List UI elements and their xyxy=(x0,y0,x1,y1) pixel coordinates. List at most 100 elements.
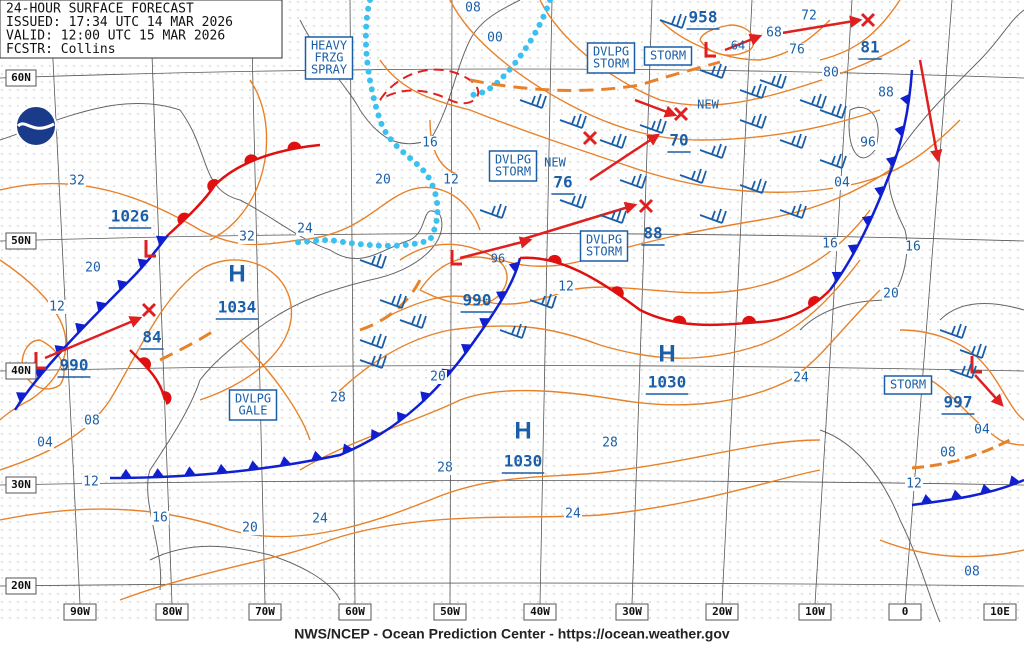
lat-label-box xyxy=(5,69,37,87)
wind-barb xyxy=(739,113,767,129)
wind-barb xyxy=(699,143,727,159)
center-pressure: 958 xyxy=(689,8,718,27)
isobar-label: 24 xyxy=(565,507,581,522)
isobar-label-bg xyxy=(800,9,818,23)
isobar-label-bg xyxy=(436,461,454,475)
warning-text: GALE xyxy=(239,404,268,418)
wind-barb xyxy=(659,13,687,29)
isobar-label: 08 xyxy=(84,414,100,429)
lat-label: 40N xyxy=(11,364,31,377)
ice-edge xyxy=(287,0,553,249)
front-pip xyxy=(342,443,354,455)
barb-stroke xyxy=(759,73,787,89)
isobar-label: 68 xyxy=(766,26,782,41)
barb-stroke xyxy=(939,323,967,339)
high-center: H xyxy=(658,340,675,367)
lat-label: 30N xyxy=(11,478,31,491)
barb-stroke xyxy=(499,323,527,339)
center-pressure: 1030 xyxy=(504,452,543,471)
isobar-label-bg xyxy=(822,66,840,80)
front-pip xyxy=(547,254,562,264)
cold-front-triangle xyxy=(861,215,873,227)
lat-label: 50N xyxy=(11,234,31,247)
cold-front-triangle xyxy=(894,125,905,137)
isobar-label: 80 xyxy=(823,66,839,81)
cold-front-triangle xyxy=(117,279,128,291)
barb-stroke xyxy=(959,343,987,359)
cold-front-triangle xyxy=(496,290,507,302)
center-pressure: 990 xyxy=(463,291,492,310)
isobar-label: 16 xyxy=(152,511,168,526)
wind-barb xyxy=(699,208,727,224)
cold-front-triangle xyxy=(900,93,910,106)
wind-barb xyxy=(959,343,987,359)
lon-label-box xyxy=(155,603,189,621)
isobar-label-bg xyxy=(833,176,851,190)
lon-label-box xyxy=(983,603,1017,621)
barb-stroke xyxy=(699,143,727,159)
barb-stroke xyxy=(819,103,847,119)
lon-label: 70W xyxy=(255,605,275,618)
lon-label: 0 xyxy=(902,605,909,618)
header-box xyxy=(0,0,283,59)
isobar-label: 20 xyxy=(430,370,446,385)
cold-front-triangle xyxy=(508,261,520,273)
cold-front-triangle xyxy=(151,468,164,478)
lon-label-box xyxy=(63,603,97,621)
warm-front-semicircle xyxy=(611,286,624,298)
isobar-label-bg xyxy=(765,26,783,40)
barb-stroke xyxy=(739,83,767,99)
isobar-label: 12 xyxy=(49,300,65,315)
lon-label-box xyxy=(705,603,739,621)
cold-front-triangle xyxy=(479,318,491,329)
lon-label: 90W xyxy=(70,605,90,618)
center-pressure: 84 xyxy=(142,328,161,347)
warning-text: STORM xyxy=(890,378,926,392)
new-label: NEW xyxy=(697,98,719,112)
isobar-label: 88 xyxy=(878,86,894,101)
trough xyxy=(359,279,422,332)
isobar-label: 20 xyxy=(883,287,899,302)
isobar-label-bg xyxy=(429,370,447,384)
isobar-label: 04 xyxy=(974,423,990,438)
warm-front-semicircle xyxy=(139,357,151,370)
warm-front-semicircle xyxy=(287,141,302,150)
warning-text: DVLPG xyxy=(235,392,271,406)
lat-label-box xyxy=(5,476,37,494)
warm-front-semicircle xyxy=(207,179,219,192)
isobar-label-bg xyxy=(939,446,957,460)
header-line: FCSTR: Collins xyxy=(6,42,116,57)
trough xyxy=(911,438,1011,470)
isobar-label: 12 xyxy=(558,280,574,295)
front-pip xyxy=(207,179,219,192)
cold-front-triangle xyxy=(980,483,992,495)
storm-tracks xyxy=(44,15,1004,407)
graticule xyxy=(0,0,1024,605)
cold-front-triangle xyxy=(342,443,354,455)
front-pip xyxy=(894,125,905,137)
isobar-label: 08 xyxy=(940,446,956,461)
noaa-logo xyxy=(15,105,57,147)
cold-front-triangle xyxy=(461,344,472,355)
warning-box xyxy=(488,150,538,182)
isobar-label: 12 xyxy=(906,477,922,492)
front-pip xyxy=(177,212,190,225)
cold-front-triangle xyxy=(156,235,167,246)
isobar-label-bg xyxy=(82,475,100,489)
isobar-label: 16 xyxy=(422,136,438,151)
barb-stroke xyxy=(819,153,847,169)
wind-barb xyxy=(499,323,527,339)
barb-stroke xyxy=(619,173,647,189)
center-pressure: 1034 xyxy=(218,298,257,317)
front-pip xyxy=(461,344,472,355)
lon-label-box xyxy=(433,603,467,621)
center-pressure: 1030 xyxy=(648,373,687,392)
warning-box xyxy=(883,375,933,395)
center-pressure: 990 xyxy=(60,356,89,375)
wind-barb xyxy=(819,153,847,169)
wind-barb xyxy=(779,203,807,219)
lon-label: 10W xyxy=(805,605,825,618)
lon-label-box xyxy=(798,603,832,621)
wind-barb xyxy=(819,103,847,119)
warning-box xyxy=(228,389,278,421)
